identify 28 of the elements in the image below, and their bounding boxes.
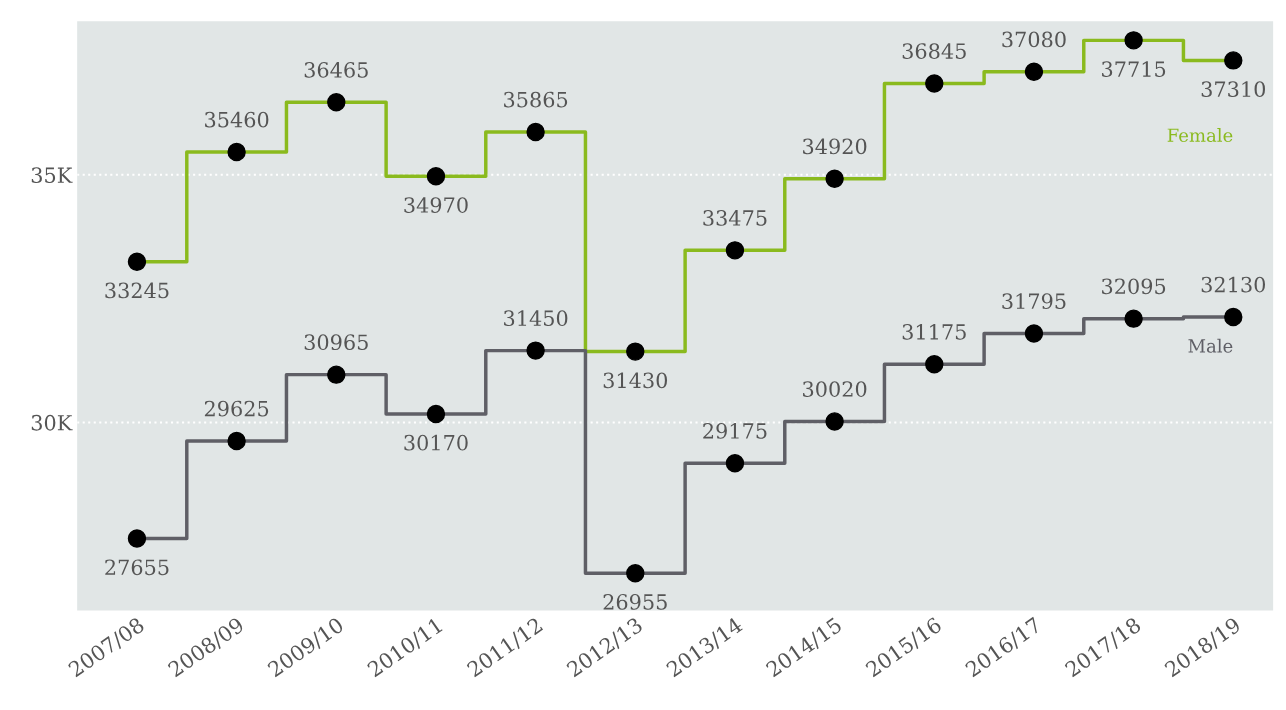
data-label: 31430 [603, 372, 668, 389]
data-label: 31175 [902, 323, 966, 340]
data-label: 37715 [1102, 61, 1166, 77]
data-label: 33245 [105, 282, 169, 299]
data-label: 35460 [205, 111, 269, 128]
data-label: 27655 [105, 559, 169, 576]
text: Female [1167, 128, 1233, 143]
data-label: 30965 [304, 334, 368, 351]
data-label: 34970 [404, 197, 468, 213]
data-label: 32095 [1102, 278, 1166, 295]
data-label: 31795 [1002, 293, 1066, 310]
data-label: 29625 [204, 400, 269, 417]
data-label: 33475 [703, 210, 767, 226]
y-tick-label: 35K [31, 167, 73, 184]
data-label: 36845 [902, 43, 966, 59]
data-label: 35865 [504, 91, 568, 108]
data-label: 29175 [703, 423, 767, 439]
data-label: 34920 [803, 138, 867, 155]
y-tick-label: 30K [31, 414, 73, 431]
data-label: 30170 [404, 434, 468, 451]
data-label: 37080 [1002, 31, 1066, 48]
data-label: 37310 [1201, 81, 1266, 98]
data-label: 36465 [304, 62, 368, 78]
data-label: 31450 [504, 310, 568, 327]
data-label: 26955 [603, 594, 667, 610]
data-label: 32130 [1201, 276, 1266, 293]
data-label: 30020 [803, 381, 867, 397]
series-label: Male [1188, 338, 1233, 353]
